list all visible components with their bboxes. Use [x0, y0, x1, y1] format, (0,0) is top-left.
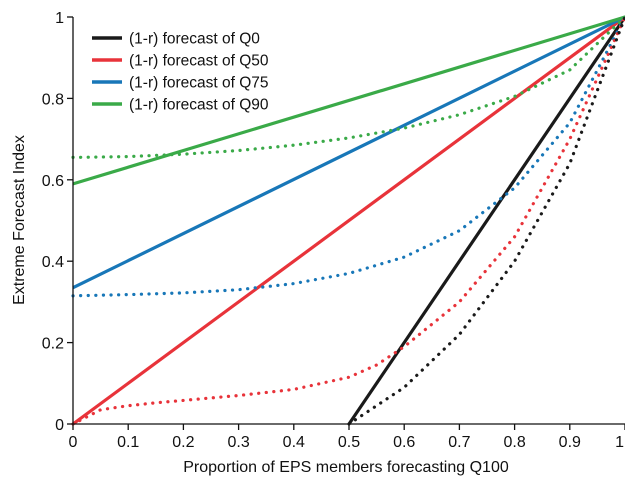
legend-label: (1-r) forecast of Q0 — [129, 31, 260, 48]
plot-area — [71, 15, 625, 426]
x-tick-label: 0.4 — [283, 434, 305, 451]
legend-label: (1-r) forecast of Q50 — [129, 53, 269, 70]
series-line-7-dotted — [347, 15, 625, 426]
y-tick-label: 0.8 — [42, 91, 64, 108]
x-tick-label: 0.5 — [338, 434, 360, 451]
x-tick-label: 0.8 — [503, 434, 525, 451]
y-tick-label: 0 — [55, 417, 64, 434]
legend: (1-r) forecast of Q0 (1-r) forecast of Q5… — [92, 31, 269, 114]
x-tick-label: 0.7 — [448, 434, 470, 451]
x-tick-label: 0.3 — [227, 434, 249, 451]
x-tick-label: 0.1 — [117, 434, 139, 451]
series-line-6-dotted — [71, 15, 625, 426]
x-axis-title: Proportion of EPS members forecasting Q1… — [183, 459, 509, 476]
y-tick-label: 0.2 — [42, 336, 64, 353]
legend-label: (1-r) forecast of Q75 — [129, 75, 269, 92]
series-line-1-solid — [72, 15, 625, 426]
x-tick-label: 1 — [615, 434, 624, 451]
series-line-2-solid — [72, 15, 625, 290]
series-line-4-dotted — [71, 15, 625, 159]
x-tick-label: 0.2 — [172, 434, 194, 451]
series-line-5-dotted — [71, 15, 625, 298]
y-tick-label: 0.4 — [42, 254, 64, 271]
y-tick-label: 0.6 — [42, 173, 64, 190]
y-tick-label: 1 — [55, 10, 64, 27]
y-axis-title: Extreme Forecast Index — [11, 135, 28, 305]
series-line-0-solid — [347, 16, 625, 425]
x-tick-label: 0.9 — [559, 434, 581, 451]
legend-label: (1-r) forecast of Q90 — [129, 97, 269, 114]
x-tick-label: 0 — [69, 434, 78, 451]
ticks: 0 0.1 0.2 0.3 0.4 0.5 0.6 0.7 0.8 0.9 1 0 0.2 0.4 0.6 0… — [42, 10, 625, 451]
x-tick-label: 0.6 — [393, 434, 415, 451]
